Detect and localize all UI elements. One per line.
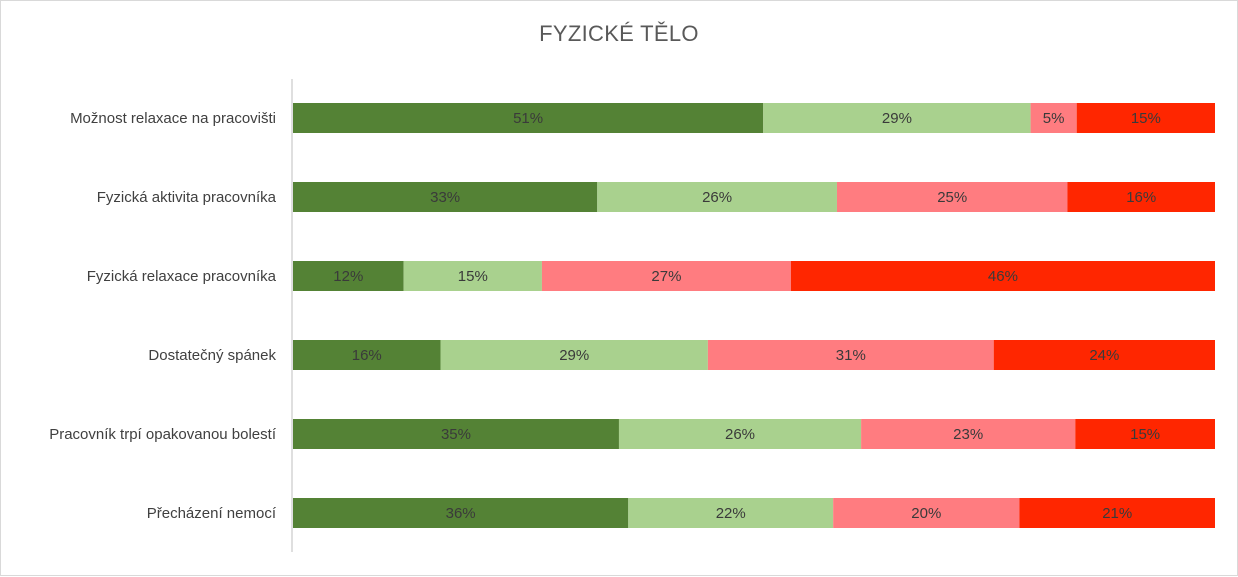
category-label: Dostatečný spánek [148, 347, 276, 364]
data-label: 16% [1126, 189, 1156, 206]
data-label: 36% [446, 505, 476, 522]
bar-segment [1076, 103, 1215, 133]
data-label: 23% [953, 426, 983, 443]
category-label: Fyzická aktivita pracovníka [97, 189, 277, 206]
data-label: 22% [716, 505, 746, 522]
data-label: 29% [559, 347, 589, 364]
bar-segment [293, 103, 764, 133]
bar-segment [293, 261, 404, 291]
data-label: 15% [1130, 426, 1160, 443]
data-label: 16% [352, 347, 382, 364]
category-label: Možnost relaxace na pracovišti [70, 110, 276, 127]
data-label: 33% [430, 189, 460, 206]
category-label: Fyzická relaxace pracovníka [87, 268, 277, 285]
data-label: 20% [911, 505, 941, 522]
bar-segment [403, 261, 542, 291]
data-label: 46% [988, 268, 1018, 285]
bar-segment [1030, 103, 1077, 133]
data-label: 27% [651, 268, 681, 285]
bar-segment [293, 419, 619, 449]
bar-segment [833, 498, 1020, 528]
data-label: 26% [702, 189, 732, 206]
bar-segment [1067, 182, 1215, 212]
data-label: 12% [333, 268, 363, 285]
data-label: 26% [725, 426, 755, 443]
chart-title: FYZICKÉ TĚLO [539, 21, 699, 46]
data-label: 35% [441, 426, 471, 443]
data-label: 51% [513, 110, 543, 127]
bar-segment [707, 340, 994, 370]
bar-segment [541, 261, 791, 291]
bar-segment [763, 103, 1031, 133]
bar-segment [1075, 419, 1215, 449]
data-label: 25% [937, 189, 967, 206]
data-label: 5% [1043, 110, 1065, 127]
bar-segment [861, 419, 1076, 449]
bar-segment [628, 498, 834, 528]
bar-segment [440, 340, 708, 370]
category-label: Přecházení nemocí [147, 505, 277, 522]
category-label: Pracovník trpí opakovanou bolestí [49, 426, 277, 443]
bar-segment [293, 182, 598, 212]
bar-segment [293, 340, 441, 370]
data-label: 29% [882, 110, 912, 127]
data-label: 24% [1089, 347, 1119, 364]
bar-segment [993, 340, 1215, 370]
data-label: 15% [458, 268, 488, 285]
bar-segment [836, 182, 1068, 212]
bar-segment [790, 261, 1215, 291]
data-label: 15% [1131, 110, 1161, 127]
bar-segment [1019, 498, 1215, 528]
data-label: 21% [1102, 505, 1132, 522]
bar-segment [293, 498, 629, 528]
bar-segment [618, 419, 862, 449]
data-label: 31% [836, 347, 866, 364]
bar-segment [597, 182, 837, 212]
